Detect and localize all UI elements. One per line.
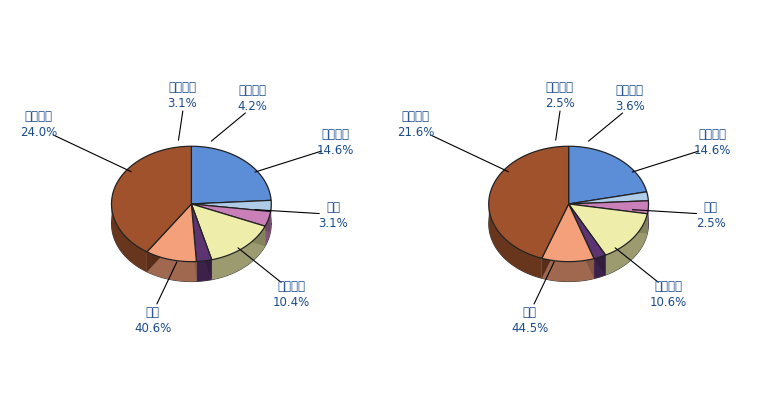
Polygon shape [265, 212, 271, 246]
Polygon shape [568, 204, 648, 234]
Polygon shape [196, 260, 212, 282]
Polygon shape [192, 204, 265, 246]
Polygon shape [568, 204, 606, 275]
Polygon shape [568, 192, 648, 204]
Text: 触电
3.1%: 触电 3.1% [318, 201, 348, 230]
Polygon shape [147, 204, 196, 261]
Polygon shape [568, 204, 606, 275]
Polygon shape [147, 252, 196, 282]
Polygon shape [147, 204, 192, 272]
Text: 车辆伤害
3.6%: 车辆伤害 3.6% [615, 84, 644, 113]
Polygon shape [112, 146, 192, 252]
Polygon shape [606, 214, 648, 275]
Polygon shape [542, 204, 594, 261]
Polygon shape [594, 255, 606, 279]
Polygon shape [568, 146, 647, 204]
Polygon shape [112, 202, 147, 272]
Text: 坍塌
40.6%: 坍塌 40.6% [134, 306, 171, 335]
Polygon shape [192, 204, 196, 282]
Polygon shape [212, 226, 265, 280]
Text: 其他伤害
24.0%: 其他伤害 24.0% [20, 110, 57, 139]
Text: 坍塌
44.5%: 坍塌 44.5% [511, 306, 549, 335]
Polygon shape [192, 204, 265, 246]
Polygon shape [192, 146, 271, 204]
Polygon shape [542, 204, 568, 278]
Text: 其他伤害
21.6%: 其他伤害 21.6% [397, 110, 434, 139]
Text: 车辆伤害
4.2%: 车辆伤害 4.2% [237, 84, 268, 113]
Polygon shape [192, 204, 271, 232]
Polygon shape [192, 200, 271, 224]
Polygon shape [568, 201, 648, 214]
Polygon shape [568, 204, 594, 279]
Text: 起重伤害
14.6%: 起重伤害 14.6% [694, 129, 732, 158]
Polygon shape [542, 204, 568, 278]
Polygon shape [568, 204, 594, 279]
Polygon shape [147, 204, 192, 272]
Text: 高处坠落
10.4%: 高处坠落 10.4% [273, 280, 310, 309]
Text: 物体打击
2.5%: 物体打击 2.5% [545, 81, 575, 110]
Polygon shape [568, 204, 648, 255]
Polygon shape [192, 204, 212, 280]
Text: 触电
2.5%: 触电 2.5% [695, 201, 726, 230]
Polygon shape [192, 204, 212, 280]
Text: 起重伤害
14.6%: 起重伤害 14.6% [317, 129, 354, 158]
Polygon shape [542, 258, 594, 282]
Polygon shape [568, 204, 606, 259]
Polygon shape [192, 204, 271, 226]
Polygon shape [192, 204, 271, 232]
Polygon shape [192, 204, 196, 282]
Polygon shape [568, 201, 648, 224]
Polygon shape [192, 204, 212, 261]
Polygon shape [568, 204, 648, 234]
Text: 高处坠落
10.6%: 高处坠落 10.6% [650, 280, 687, 309]
Polygon shape [192, 200, 271, 212]
Text: 物体打击
3.1%: 物体打击 3.1% [168, 81, 198, 110]
Polygon shape [192, 204, 265, 260]
Polygon shape [489, 202, 542, 278]
Polygon shape [489, 146, 568, 258]
